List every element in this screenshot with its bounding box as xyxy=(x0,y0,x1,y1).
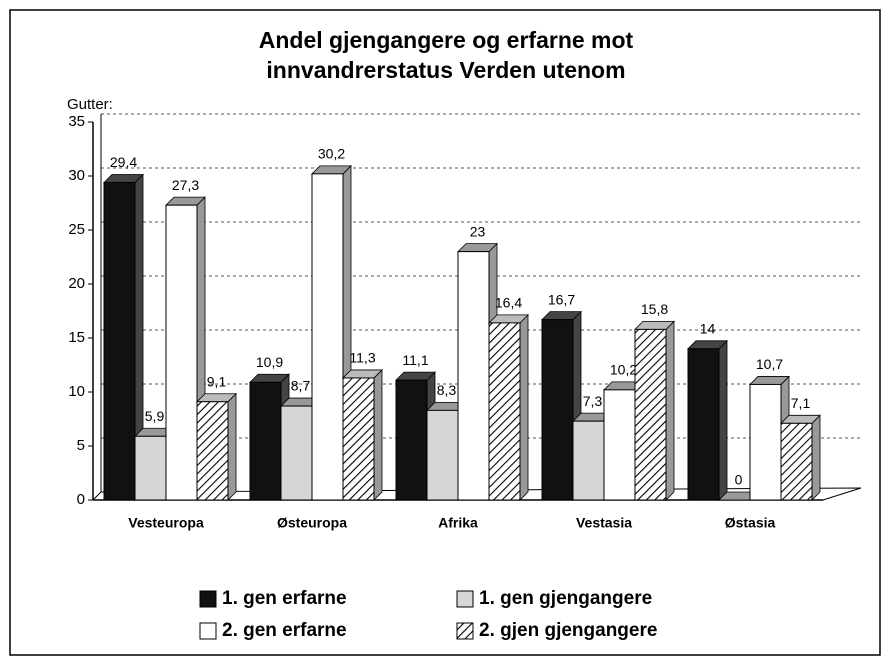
chart-title: innvandrerstatus Verden utenom xyxy=(266,57,625,83)
y-tick-label: 35 xyxy=(68,113,85,130)
data-label: 14 xyxy=(700,321,716,337)
data-label: 15,8 xyxy=(641,301,668,317)
data-label: 8,7 xyxy=(291,378,311,394)
bar xyxy=(780,422,813,501)
data-label: 7,1 xyxy=(791,395,811,411)
legend-swatch xyxy=(456,590,474,608)
legend-label: 1. gen erfarne xyxy=(222,588,347,609)
chart-title: Andel gjengangere og erfarne mot xyxy=(259,27,634,53)
bar xyxy=(103,181,136,501)
legend-label: 2. gen erfarne xyxy=(222,620,347,641)
data-label: 16,4 xyxy=(495,295,522,311)
bar xyxy=(426,409,459,501)
data-label: 8,3 xyxy=(437,382,457,398)
bar-side xyxy=(665,320,675,501)
legend-swatch xyxy=(199,622,217,640)
y-tick-label: 15 xyxy=(68,329,85,346)
x-tick-label: Vesteuropa xyxy=(128,515,204,531)
bar xyxy=(457,251,490,501)
x-tick-label: Vestasia xyxy=(576,515,632,531)
bar xyxy=(749,383,782,501)
x-tick-label: Østasia xyxy=(725,515,776,531)
data-label: 23 xyxy=(470,223,486,239)
data-label: 5,9 xyxy=(145,408,165,424)
data-label: 10,9 xyxy=(256,354,283,370)
bar-side xyxy=(718,339,728,501)
data-label: 11,1 xyxy=(402,352,428,368)
data-label: 27,3 xyxy=(172,177,199,193)
y-tick-label: 25 xyxy=(68,221,85,238)
data-label: 9,1 xyxy=(207,373,227,389)
legend-swatch xyxy=(199,590,217,608)
bar xyxy=(603,389,636,501)
x-tick-label: Østeuropa xyxy=(277,515,347,531)
bar-side xyxy=(373,368,383,501)
y-axis-label: Gutter: xyxy=(67,96,113,113)
bar-side xyxy=(811,414,821,501)
data-label: 16,7 xyxy=(548,291,575,307)
bar xyxy=(249,381,282,501)
y-tick-label: 0 xyxy=(77,491,85,508)
legend-swatch xyxy=(456,622,474,640)
legend-label: 1. gen gjengangere xyxy=(479,588,652,609)
data-label: 29,4 xyxy=(110,154,137,170)
y-tick-label: 30 xyxy=(68,167,85,184)
data-label: 10,7 xyxy=(756,356,783,372)
bar xyxy=(280,405,313,501)
bar-side xyxy=(227,392,237,501)
bar xyxy=(165,204,198,501)
bar xyxy=(488,322,521,501)
bar xyxy=(634,328,667,501)
data-label: 30,2 xyxy=(318,146,345,162)
bar xyxy=(395,379,428,501)
y-tick-label: 20 xyxy=(68,275,85,292)
frame xyxy=(9,9,881,656)
bar xyxy=(541,319,574,501)
bar xyxy=(342,377,375,501)
bar xyxy=(572,420,605,501)
bar-side xyxy=(519,313,529,501)
bar xyxy=(311,173,344,501)
x-tick-label: Afrika xyxy=(438,515,478,531)
data-label: 0 xyxy=(735,472,743,488)
y-tick-label: 10 xyxy=(68,383,85,400)
data-label: 11,3 xyxy=(349,350,375,366)
data-label: 7,3 xyxy=(583,393,603,409)
bar xyxy=(687,348,720,501)
y-tick-label: 5 xyxy=(77,437,85,454)
data-label: 10,2 xyxy=(610,362,637,378)
legend-label: 2. gjen gjengangere xyxy=(479,620,657,641)
bar xyxy=(196,401,229,501)
bar xyxy=(134,435,167,501)
